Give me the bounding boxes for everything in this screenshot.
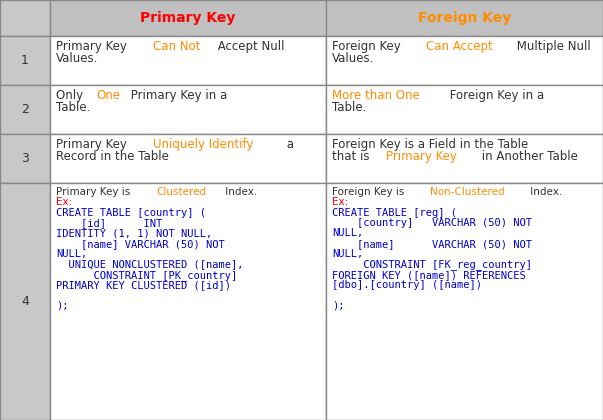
Text: Ex:: Ex: xyxy=(332,197,349,207)
Text: Can Not: Can Not xyxy=(153,40,200,53)
Bar xyxy=(326,134,603,183)
Text: a: a xyxy=(283,138,294,151)
Text: Can Accept: Can Accept xyxy=(426,40,493,53)
Text: NULL,: NULL, xyxy=(56,249,87,259)
Text: CREATE TABLE [country] (: CREATE TABLE [country] ( xyxy=(56,208,206,218)
Bar xyxy=(326,36,603,85)
Text: Uniquely Identify: Uniquely Identify xyxy=(153,138,253,151)
Text: Foreign Key: Foreign Key xyxy=(332,40,405,53)
Text: Primary Key is: Primary Key is xyxy=(56,187,133,197)
Bar xyxy=(0,183,50,420)
Text: Record in the Table: Record in the Table xyxy=(56,150,169,163)
Text: Primary Key: Primary Key xyxy=(140,11,236,25)
Text: 2: 2 xyxy=(21,103,29,116)
Text: [name] VARCHAR (50) NOT: [name] VARCHAR (50) NOT xyxy=(56,239,225,249)
Text: Primary Key: Primary Key xyxy=(56,138,131,151)
Text: CONSTRAINT [PK_country]: CONSTRAINT [PK_country] xyxy=(56,270,237,281)
Bar xyxy=(0,85,50,134)
Text: Only: Only xyxy=(56,89,87,102)
Text: Table.: Table. xyxy=(332,101,367,114)
Text: Foreign Key in a: Foreign Key in a xyxy=(446,89,544,102)
Text: Primary Key: Primary Key xyxy=(56,40,131,53)
Bar xyxy=(50,85,326,134)
Text: CREATE TABLE [reg] (: CREATE TABLE [reg] ( xyxy=(332,208,457,218)
Text: in Another Table: in Another Table xyxy=(478,150,578,163)
Text: 1: 1 xyxy=(21,54,29,67)
Text: NULL,: NULL, xyxy=(332,249,363,259)
Text: Index.: Index. xyxy=(222,187,257,197)
Text: Primary Key in a: Primary Key in a xyxy=(127,89,227,102)
Text: Primary Key: Primary Key xyxy=(385,150,456,163)
Text: FOREIGN KEY ([name]) REFERENCES: FOREIGN KEY ([name]) REFERENCES xyxy=(332,270,526,280)
Text: One: One xyxy=(96,89,120,102)
Text: Ex:: Ex: xyxy=(56,197,72,207)
Text: UNIQUE NONCLUSTERED ([name],: UNIQUE NONCLUSTERED ([name], xyxy=(56,260,244,270)
Text: );: ); xyxy=(56,301,69,311)
Text: Clustered: Clustered xyxy=(157,187,207,197)
Text: Values.: Values. xyxy=(332,52,374,65)
Bar xyxy=(0,134,50,183)
Bar xyxy=(50,134,326,183)
Text: IDENTITY (1, 1) NOT NULL,: IDENTITY (1, 1) NOT NULL, xyxy=(56,228,212,239)
Text: Table.: Table. xyxy=(56,101,90,114)
Text: Multiple Null: Multiple Null xyxy=(513,40,590,53)
Text: [country]   VARCHAR (50) NOT: [country] VARCHAR (50) NOT xyxy=(332,218,532,228)
Bar xyxy=(50,36,326,85)
Text: 3: 3 xyxy=(21,152,29,165)
Text: PRIMARY KEY CLUSTERED ([id]): PRIMARY KEY CLUSTERED ([id]) xyxy=(56,280,231,290)
Text: );: ); xyxy=(332,301,344,311)
Text: [id]      INT: [id] INT xyxy=(56,218,162,228)
Text: Foreign Key: Foreign Key xyxy=(418,11,511,25)
Text: CONSTRAINT [FK_reg_country]: CONSTRAINT [FK_reg_country] xyxy=(332,260,532,270)
Text: Non-Clustered: Non-Clustered xyxy=(430,187,505,197)
Text: More than One: More than One xyxy=(332,89,420,102)
Bar xyxy=(326,183,603,420)
Text: [name]      VARCHAR (50) NOT: [name] VARCHAR (50) NOT xyxy=(332,239,532,249)
Text: 4: 4 xyxy=(21,295,29,308)
Text: Foreign Key is: Foreign Key is xyxy=(332,187,408,197)
Bar xyxy=(50,0,326,36)
Bar xyxy=(326,85,603,134)
Bar xyxy=(326,0,603,36)
Text: Foreign Key is a Field in the Table: Foreign Key is a Field in the Table xyxy=(332,138,528,151)
Text: Accept Null: Accept Null xyxy=(215,40,285,53)
Text: [dbo].[country] ([name]): [dbo].[country] ([name]) xyxy=(332,280,482,290)
Text: Index.: Index. xyxy=(527,187,563,197)
Bar xyxy=(0,0,50,36)
Bar xyxy=(0,36,50,85)
Bar xyxy=(50,183,326,420)
Text: that is: that is xyxy=(332,150,373,163)
Text: Values.: Values. xyxy=(56,52,98,65)
Text: NULL,: NULL, xyxy=(332,228,363,239)
